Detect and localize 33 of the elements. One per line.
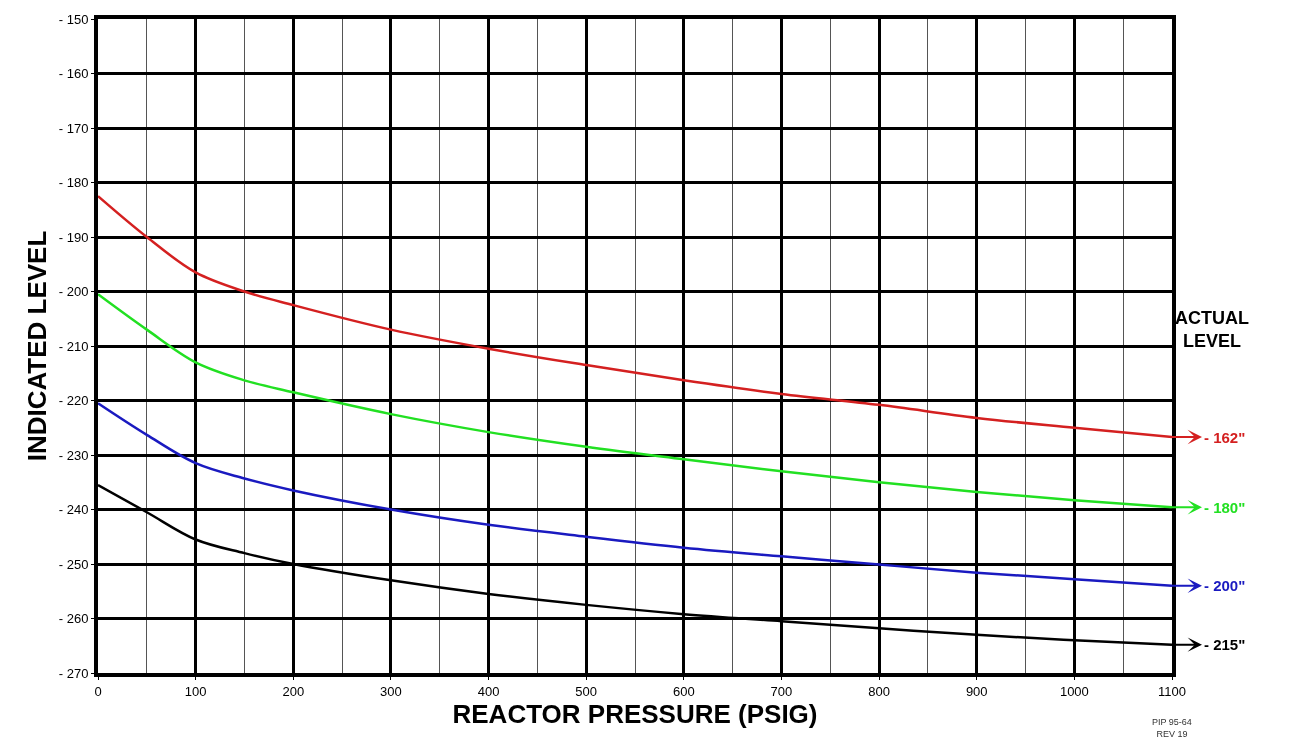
x-tick-label: 800 (868, 683, 890, 699)
y-tick-label: - 170 (58, 120, 89, 136)
x-tick-label: 500 (575, 683, 598, 699)
x-tick-label: 1000 (1059, 683, 1089, 699)
y-tick-label: - 180 (58, 175, 89, 191)
x-tick-label: 1100 (1158, 683, 1186, 699)
legend-label: - 180" (1204, 499, 1246, 516)
y-tick-label: - 190 (58, 229, 89, 245)
x-tick-label: 300 (380, 683, 402, 699)
legend-title: ACTUAL LEVEL (1175, 308, 1249, 352)
y-tick-label: - 250 (58, 556, 89, 572)
x-tick-label: 400 (477, 683, 500, 699)
legend-label: - 215" (1204, 636, 1246, 653)
y-tick-label: - 220 (58, 393, 89, 409)
x-axis-title: REACTOR PRESSURE (PSIG) (452, 698, 818, 729)
x-tick-label: 100 (184, 683, 207, 699)
x-tick-label: 0 (94, 683, 102, 699)
legend-label: - 162" (1204, 429, 1246, 446)
y-tick-label: - 210 (58, 338, 89, 354)
y-tick-label: - 260 (58, 611, 89, 627)
y-tick-label: - 240 (58, 502, 89, 518)
x-tick-label: 900 (965, 683, 988, 699)
y-tick-label: - 270 (58, 665, 89, 681)
y-tick-label: - 160 (58, 66, 89, 82)
x-tick-label: 600 (672, 683, 695, 699)
y-tick-label: - 200 (58, 284, 89, 300)
x-tick-label: 700 (770, 683, 793, 699)
legend-label: - 200" (1204, 577, 1246, 594)
y-axis-title: INDICATED LEVEL (21, 230, 52, 462)
y-tick-label: - 230 (58, 447, 89, 463)
y-tick-label: - 150 (58, 11, 89, 27)
text: PIP 95-64 REV 19 (1152, 717, 1192, 739)
x-tick-label: 200 (282, 683, 305, 699)
